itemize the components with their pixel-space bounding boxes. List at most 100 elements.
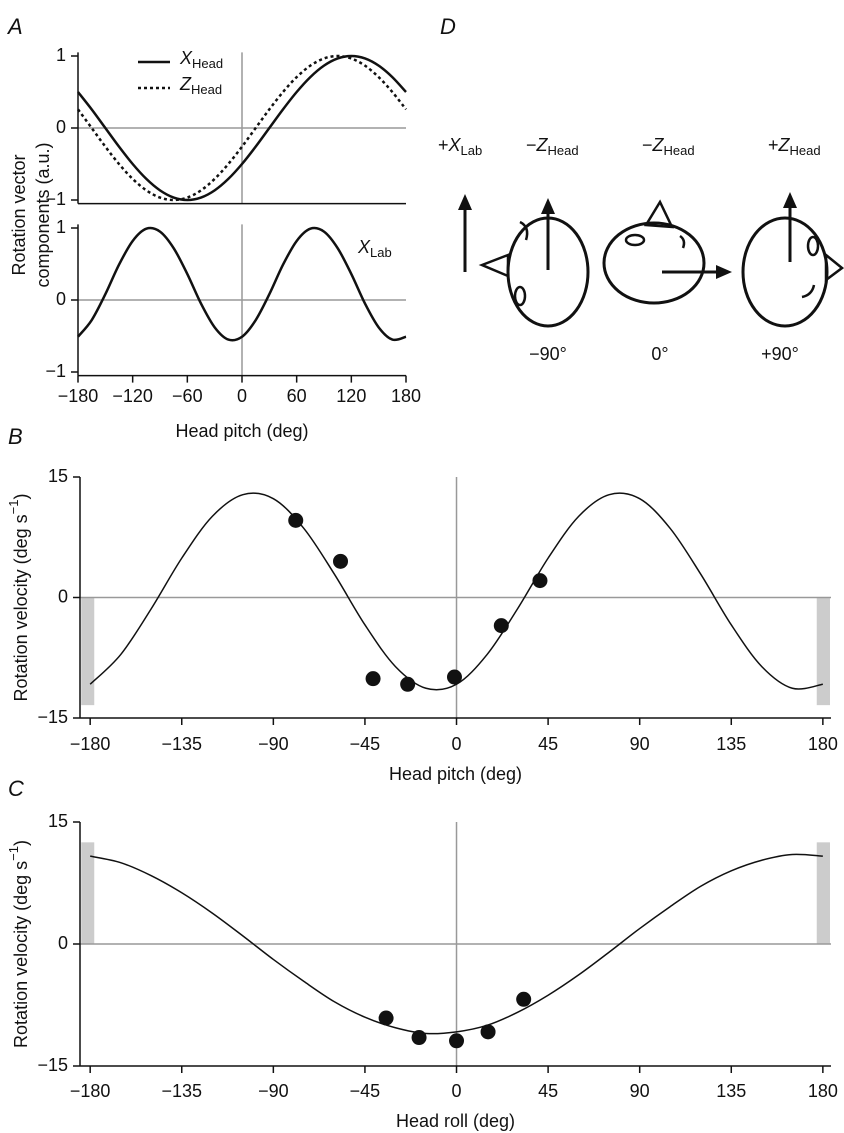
axis-label-part: X — [448, 135, 462, 155]
data-point — [532, 573, 548, 589]
axis-label: −ZHead — [526, 135, 579, 159]
ear — [513, 285, 527, 307]
y-tick-label: 0 — [58, 933, 68, 953]
legend-label: XHead — [179, 48, 223, 72]
y-axis-title: Rotation vector — [9, 154, 29, 275]
y-tick-label: 0 — [56, 117, 66, 137]
ear — [801, 284, 816, 299]
x-tick-label: 90 — [630, 1081, 650, 1101]
y-axis-title-part: −1 — [6, 846, 21, 861]
axis-label-part: Z — [778, 135, 791, 155]
head — [602, 221, 706, 305]
panel-label: D — [440, 14, 456, 39]
series-label-part: Lab — [370, 245, 392, 260]
axis-label-part: − — [642, 135, 653, 155]
y-axis-title-part: ) — [11, 494, 31, 500]
x-tick-label: 0 — [452, 734, 462, 754]
data-point — [288, 512, 304, 528]
x-tick-label: 0 — [237, 386, 247, 406]
y-tick-label: −15 — [37, 1055, 68, 1075]
x-axis-title: Head pitch (deg) — [389, 764, 522, 784]
axis-label-part: Z — [652, 135, 665, 155]
ear — [806, 235, 820, 257]
axis-label-part: − — [526, 135, 537, 155]
head — [741, 216, 829, 328]
x-tick-label: −135 — [161, 734, 202, 754]
legend-label-part: Head — [192, 56, 223, 71]
y-tick-label: −1 — [45, 189, 66, 209]
legend-label-part: Head — [191, 82, 222, 97]
data-point — [400, 676, 416, 692]
angle-label: −90° — [529, 344, 567, 364]
series-line — [77, 54, 407, 202]
axis-label-part: Head — [790, 143, 821, 158]
shaded-band — [81, 597, 95, 706]
nose — [478, 253, 510, 278]
data-point — [493, 618, 509, 634]
data-point — [516, 991, 532, 1007]
legend-label-part: X — [179, 48, 193, 68]
x-tick-label: −60 — [172, 386, 203, 406]
series-label: XLab — [357, 237, 392, 261]
x-tick-label: 120 — [336, 386, 366, 406]
data-point — [365, 671, 381, 687]
y-axis-title-part: Rotation velocity (deg s — [11, 514, 31, 701]
y-axis-title: components (a.u.) — [33, 142, 53, 287]
panel-label: A — [6, 14, 23, 39]
series-line — [77, 226, 407, 342]
data-point — [378, 1010, 394, 1026]
nose — [824, 252, 844, 283]
y-tick-label: 1 — [56, 217, 66, 237]
fit-line — [89, 492, 823, 691]
axis-label: +ZHead — [768, 135, 821, 159]
y-tick-label: 0 — [58, 586, 68, 606]
y-tick-label: 15 — [48, 811, 68, 831]
shaded-band — [816, 597, 830, 706]
x-tick-label: 45 — [538, 734, 558, 754]
angle-label: +90° — [761, 344, 799, 364]
y-tick-label: 1 — [56, 45, 66, 65]
y-tick-label: −15 — [37, 707, 68, 727]
axis-label-part: Head — [548, 143, 579, 158]
ear — [519, 220, 529, 241]
angle-label: 0° — [651, 344, 668, 364]
ear — [679, 234, 686, 249]
x-tick-label: 60 — [287, 386, 307, 406]
arrowhead — [541, 198, 555, 214]
x-tick-label: −180 — [70, 1081, 111, 1101]
axis-label-part: Head — [664, 143, 695, 158]
x-tick-label: 180 — [391, 386, 421, 406]
arrowhead — [716, 265, 732, 279]
diagram-shapes — [458, 192, 844, 328]
data-point — [480, 1024, 496, 1040]
data-point — [333, 553, 349, 569]
nose — [643, 199, 675, 229]
arrowhead — [458, 194, 472, 210]
panel-label: B — [8, 424, 23, 449]
x-tick-label: −135 — [161, 1081, 202, 1101]
x-tick-label: −45 — [350, 1081, 381, 1101]
x-tick-label: 135 — [716, 734, 746, 754]
legend-label: ZHead — [179, 74, 222, 98]
shaded-band — [81, 842, 95, 944]
x-tick-label: −120 — [112, 386, 153, 406]
y-axis-title: Rotation velocity (deg s−1) — [6, 840, 30, 1048]
arrowhead — [783, 192, 797, 208]
y-axis-title-part: −1 — [6, 500, 21, 515]
shaded-band — [816, 842, 830, 944]
data-point — [411, 1030, 427, 1046]
y-axis-title: Rotation velocity (deg s−1) — [6, 494, 30, 702]
y-axis-title-part: Rotation velocity (deg s — [11, 861, 31, 1048]
axis-label: +XLab — [438, 135, 482, 159]
x-axis-title: Head roll (deg) — [396, 1111, 515, 1131]
x-tick-label: 0 — [452, 1081, 462, 1101]
x-tick-label: 135 — [716, 1081, 746, 1101]
axis-label: −ZHead — [642, 135, 695, 159]
y-tick-label: 0 — [56, 289, 66, 309]
x-tick-label: −90 — [258, 1081, 289, 1101]
axis-label-part: Lab — [461, 143, 483, 158]
ear — [624, 233, 646, 247]
data-point — [449, 1033, 465, 1049]
x-tick-label: 90 — [630, 734, 650, 754]
